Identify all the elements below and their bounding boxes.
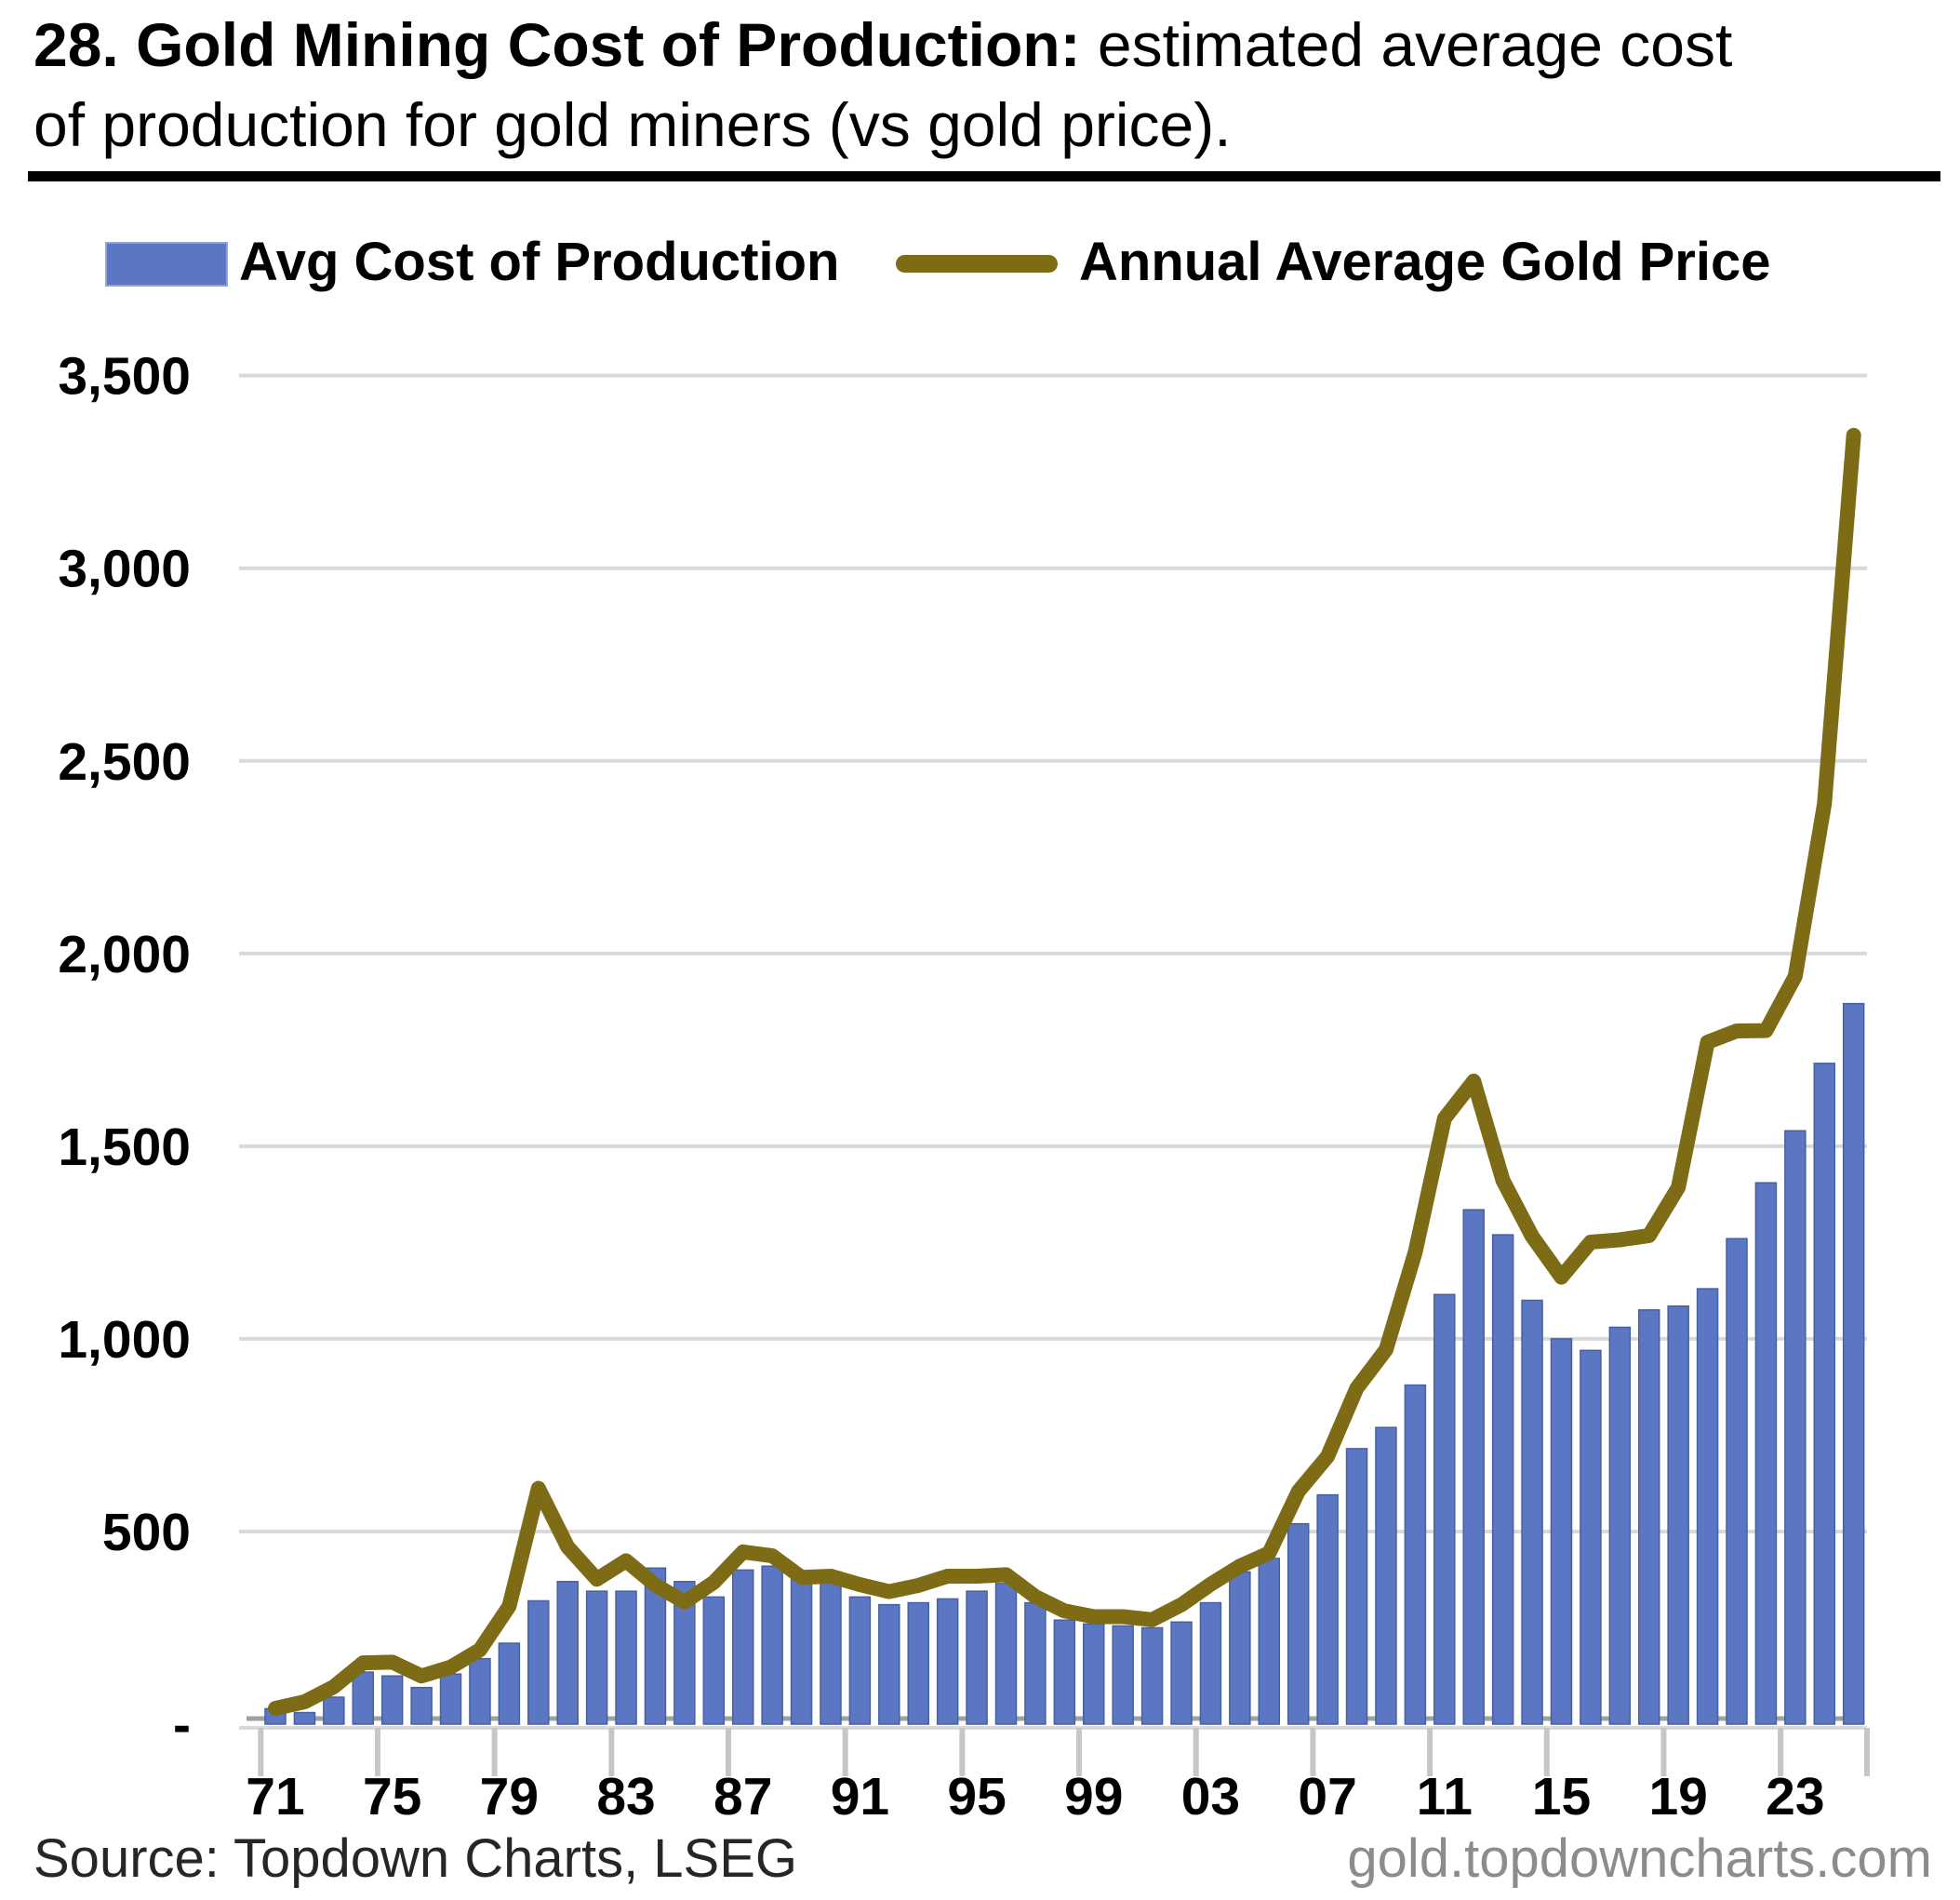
bar-1983 [615, 1590, 637, 1725]
bar-1972 [293, 1711, 316, 1725]
bar-2003 [1199, 1601, 1222, 1725]
bar-2025 [1842, 1002, 1865, 1725]
bar-1979 [498, 1642, 521, 1725]
bar-2009 [1375, 1426, 1397, 1725]
bar-2019 [1667, 1305, 1689, 1725]
x-axis-label: 79 [480, 1767, 539, 1826]
bar-2023 [1784, 1130, 1807, 1725]
bar-2010 [1404, 1384, 1427, 1725]
x-axis-label: 99 [1064, 1767, 1123, 1826]
bar-2005 [1258, 1558, 1281, 1725]
legend-bar-swatch-icon [105, 242, 228, 287]
website-note: gold.topdowncharts.com [1347, 1828, 1932, 1889]
bar-1995 [966, 1590, 988, 1725]
bar-2024 [1813, 1063, 1836, 1725]
y-axis-label: 1,500 [58, 1117, 191, 1177]
bar-1977 [439, 1673, 462, 1725]
chart-title-bold: 28. Gold Mining Cost of Production: [33, 10, 1081, 79]
x-axis-label: 19 [1648, 1767, 1707, 1826]
bar-2006 [1287, 1522, 1310, 1725]
title-underline [28, 171, 1940, 181]
bar-1998 [1053, 1619, 1076, 1725]
bar-1987 [731, 1569, 754, 1725]
chart-title: 28. Gold Mining Cost of Production: esti… [33, 6, 1773, 166]
bar-1991 [848, 1596, 872, 1725]
bar-2021 [1726, 1238, 1748, 1725]
x-axis-label: 75 [363, 1767, 421, 1826]
bar-1985 [673, 1581, 696, 1725]
x-axis-label: 15 [1532, 1767, 1591, 1826]
bar-1999 [1083, 1623, 1105, 1725]
legend-line-label: Annual Average Gold Price [1079, 232, 1771, 292]
bar-2000 [1112, 1625, 1134, 1725]
bar-2013 [1491, 1234, 1514, 1725]
bar-1976 [410, 1686, 433, 1725]
bar-1974 [352, 1671, 375, 1725]
bar-2018 [1637, 1309, 1660, 1725]
bar-1981 [556, 1581, 579, 1725]
y-axis-label: 3,500 [58, 347, 191, 407]
bar-1996 [994, 1583, 1018, 1725]
bar-1984 [644, 1567, 667, 1725]
bar-2016 [1580, 1349, 1602, 1725]
x-axis-label: 83 [596, 1767, 655, 1826]
bar-2001 [1140, 1626, 1164, 1725]
bar-1973 [323, 1696, 345, 1725]
legend-bar-label: Avg Cost of Production [239, 232, 840, 292]
bar-2008 [1345, 1448, 1368, 1725]
bar-2022 [1754, 1182, 1778, 1725]
bar-1989 [790, 1572, 813, 1725]
bar-2020 [1696, 1288, 1719, 1725]
x-axis-label: 03 [1181, 1767, 1240, 1826]
bar-1980 [527, 1599, 550, 1725]
x-axis-label: 07 [1298, 1767, 1356, 1826]
bar-1992 [878, 1603, 900, 1725]
x-axis-label: 23 [1766, 1767, 1824, 1826]
y-axis-label: 3,000 [58, 540, 191, 599]
y-axis-label: 1,000 [58, 1310, 191, 1370]
bar-1978 [469, 1657, 491, 1725]
y-axis-label: 500 [102, 1503, 191, 1562]
legend-line-swatch-icon [896, 255, 1058, 273]
bar-2004 [1229, 1571, 1251, 1725]
bar-2007 [1316, 1493, 1339, 1725]
chart-title-rest: estimated average cost of production for… [33, 10, 1733, 159]
y-axis-label: 2,500 [58, 732, 191, 792]
y-axis-label: - [173, 1695, 191, 1755]
bar-1988 [761, 1565, 783, 1725]
bar-1994 [936, 1598, 959, 1725]
bar-1975 [380, 1675, 404, 1725]
bar-2002 [1170, 1621, 1193, 1725]
x-axis-label: 71 [246, 1767, 304, 1826]
bar-1986 [702, 1596, 726, 1725]
source-note: Source: Topdown Charts, LSEG [33, 1828, 798, 1889]
bar-1990 [820, 1571, 842, 1725]
x-axis-label: 95 [947, 1767, 1006, 1826]
bar-1997 [1024, 1601, 1047, 1725]
bar-2011 [1433, 1293, 1456, 1725]
bar-2017 [1608, 1326, 1632, 1725]
x-axis-label: 11 [1417, 1767, 1473, 1826]
bar-2015 [1550, 1338, 1573, 1725]
bar-1993 [907, 1601, 929, 1725]
gold-price-line [268, 427, 1861, 1717]
y-axis-label: 2,000 [58, 925, 191, 984]
x-axis-label: 91 [831, 1767, 889, 1826]
bar-1982 [585, 1590, 608, 1725]
legend: Avg Cost of Production Annual Average Go… [0, 231, 1960, 296]
x-axis-label: 87 [713, 1767, 772, 1826]
bar-2014 [1521, 1299, 1543, 1725]
bar-2012 [1462, 1209, 1485, 1725]
